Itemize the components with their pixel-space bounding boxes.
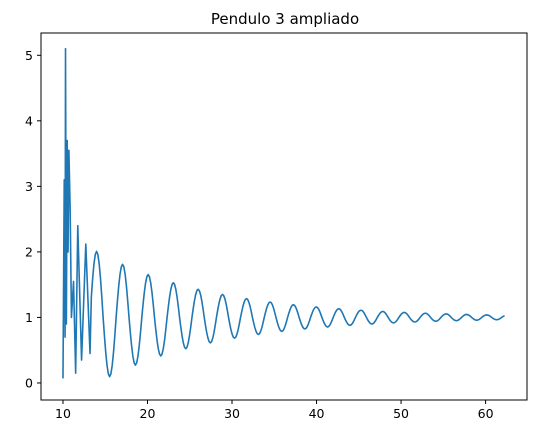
plot-area bbox=[62, 47, 505, 379]
x-tick-label: 50 bbox=[393, 406, 409, 421]
x-tick-label: 40 bbox=[309, 406, 325, 421]
y-tick-label: 2 bbox=[25, 244, 33, 259]
y-tick-label: 0 bbox=[25, 375, 33, 390]
x-axis: 10 20 30 40 50 60 bbox=[55, 400, 494, 421]
x-tick-label: 20 bbox=[140, 406, 156, 421]
axes-frame bbox=[40, 32, 528, 401]
y-axis: 0 1 2 3 4 5 bbox=[25, 48, 41, 390]
y-tick-label: 5 bbox=[25, 48, 33, 63]
y-tick-label: 3 bbox=[25, 179, 33, 194]
series-line bbox=[62, 47, 505, 379]
x-tick-label: 60 bbox=[478, 406, 494, 421]
chart-title: Pendulo 3 ampliado bbox=[211, 10, 359, 28]
x-tick-label: 30 bbox=[224, 406, 240, 421]
y-tick-label: 4 bbox=[25, 113, 33, 128]
x-tick-label: 10 bbox=[55, 406, 71, 421]
y-tick-label: 1 bbox=[25, 310, 33, 325]
